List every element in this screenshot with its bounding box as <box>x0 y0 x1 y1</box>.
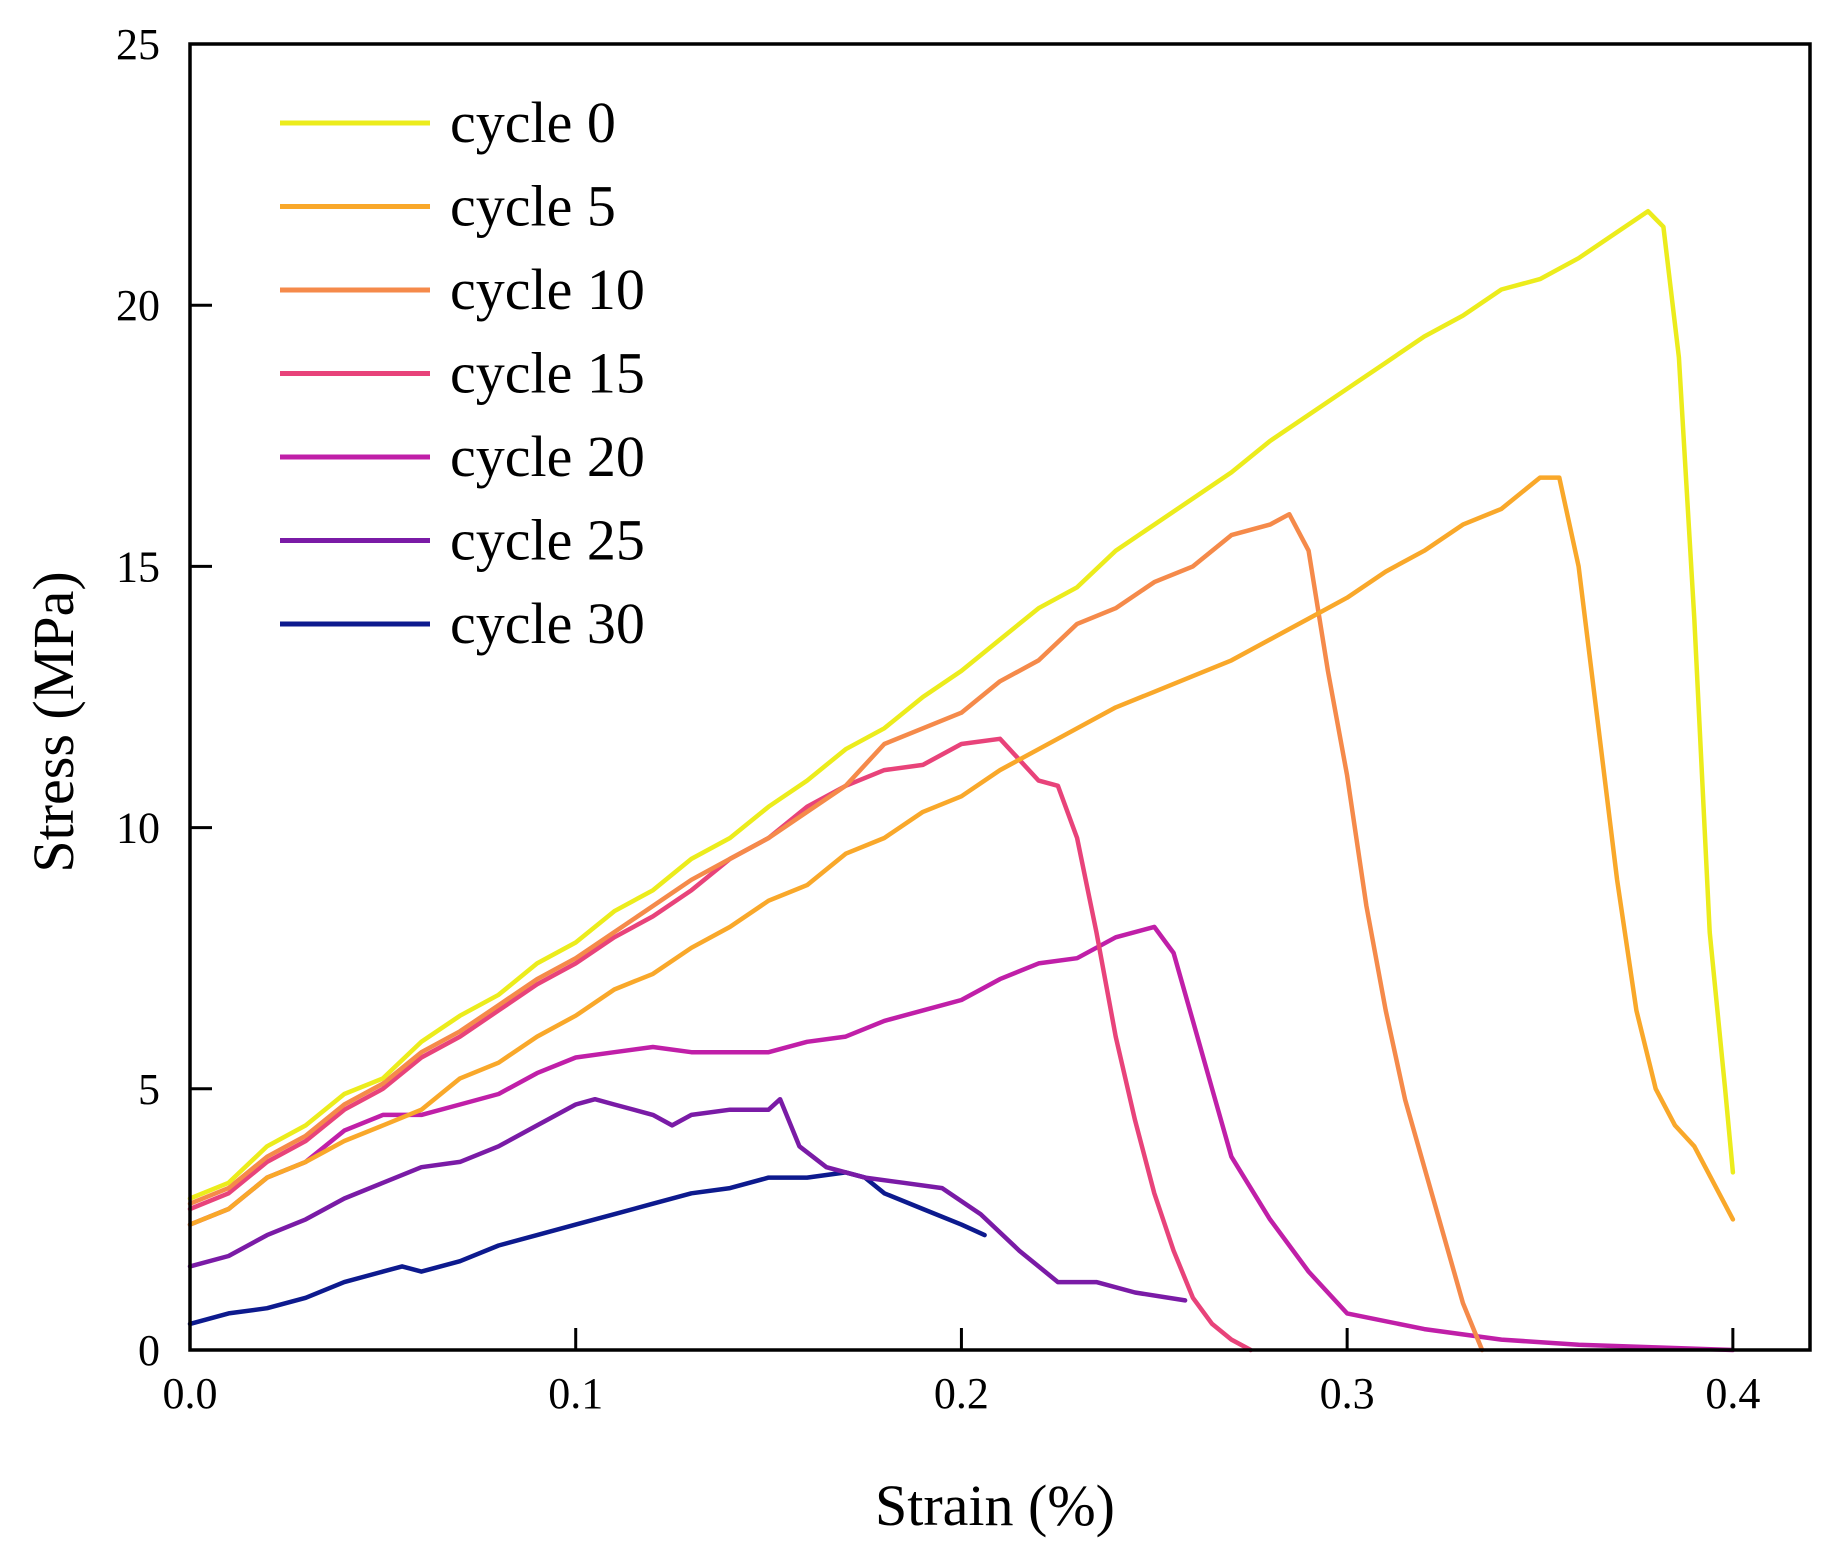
y-tick-label: 5 <box>138 1065 160 1114</box>
y-axis-ticks: 0 5 10 15 20 25 <box>116 20 212 1375</box>
y-tick-label: 25 <box>116 20 160 69</box>
x-tick-label: 0.4 <box>1705 1369 1760 1418</box>
legend-label-cycle-15: cycle 15 <box>450 341 645 406</box>
x-tick-label: 0.1 <box>548 1369 603 1418</box>
y-tick-label: 15 <box>116 542 160 591</box>
series-line-cycle-20 <box>187 924 1736 1353</box>
legend-label-cycle-5: cycle 5 <box>450 174 616 239</box>
x-tick-label: 0.0 <box>163 1369 218 1418</box>
series-line-cycle-10 <box>187 511 1485 1353</box>
series-layer <box>187 208 1736 1353</box>
legend-label-cycle-0: cycle 0 <box>450 90 616 155</box>
legend-label-cycle-20: cycle 20 <box>450 424 645 489</box>
series-line-cycle-30 <box>187 1170 987 1327</box>
legend: cycle 0 cycle 5 cycle 10 cycle 15 cycle 20 cy… <box>280 90 645 656</box>
x-tick-label: 0.2 <box>934 1369 989 1418</box>
y-tick-label: 20 <box>116 281 160 330</box>
series-line-cycle-15 <box>187 736 1253 1353</box>
series-line-cycle-5 <box>187 475 1736 1227</box>
series-line-cycle-25 <box>187 1096 1188 1303</box>
x-tick-label: 0.3 <box>1320 1369 1375 1418</box>
legend-label-cycle-25: cycle 25 <box>450 508 645 573</box>
y-tick-label: 0 <box>138 1326 160 1375</box>
legend-label-cycle-10: cycle 10 <box>450 257 645 322</box>
x-axis-ticks: 0.0 0.1 0.2 0.3 0.4 <box>163 1328 1760 1418</box>
series-line-cycle-0 <box>187 208 1736 1201</box>
plot-frame <box>188 42 1812 1352</box>
legend-label-cycle-30: cycle 30 <box>450 591 645 656</box>
y-axis-title: Stress (MPa) <box>21 571 86 872</box>
x-axis-title: Strain (%) <box>875 1473 1115 1538</box>
y-tick-label: 10 <box>116 804 160 853</box>
